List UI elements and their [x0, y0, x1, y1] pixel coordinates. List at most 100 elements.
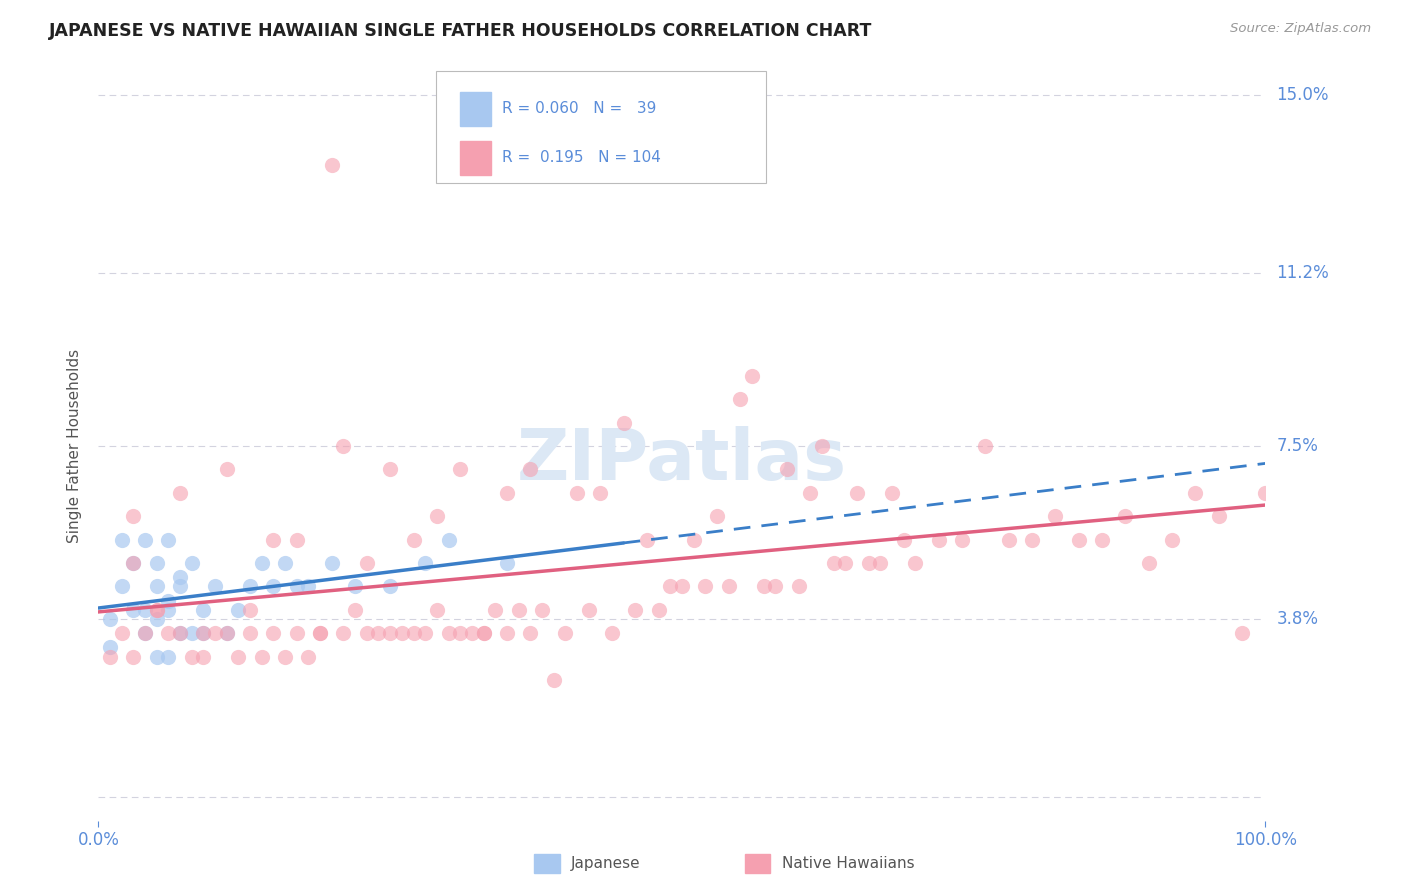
Point — [157, 533, 180, 547]
Point — [169, 626, 191, 640]
Point — [659, 580, 682, 594]
Point — [402, 533, 425, 547]
Point — [1045, 509, 1067, 524]
Point — [228, 603, 250, 617]
Point — [752, 580, 775, 594]
Point — [472, 626, 495, 640]
Point — [98, 612, 121, 626]
Point — [169, 485, 191, 500]
Point — [647, 603, 669, 617]
Point — [1208, 509, 1230, 524]
Point — [380, 462, 402, 476]
Point — [122, 509, 145, 524]
Point — [356, 556, 378, 570]
Text: R =  0.195   N = 104: R = 0.195 N = 104 — [502, 151, 661, 165]
Text: Native Hawaiians: Native Hawaiians — [782, 856, 914, 871]
Point — [869, 556, 891, 570]
Point — [228, 649, 250, 664]
Point — [344, 603, 367, 617]
Point — [157, 593, 180, 607]
Point — [122, 556, 145, 570]
Point — [787, 580, 810, 594]
Point — [530, 603, 553, 617]
Point — [496, 556, 519, 570]
Point — [893, 533, 915, 547]
Point — [204, 626, 226, 640]
Text: JAPANESE VS NATIVE HAWAIIAN SINGLE FATHER HOUSEHOLDS CORRELATION CHART: JAPANESE VS NATIVE HAWAIIAN SINGLE FATHE… — [49, 22, 873, 40]
Point — [928, 533, 950, 547]
Point — [262, 533, 284, 547]
Point — [449, 626, 471, 640]
Point — [193, 626, 215, 640]
Point — [146, 603, 169, 617]
Point — [134, 626, 156, 640]
Text: 15.0%: 15.0% — [1277, 86, 1329, 103]
Point — [413, 556, 436, 570]
Text: 3.8%: 3.8% — [1277, 610, 1319, 628]
Point — [146, 580, 169, 594]
Point — [543, 673, 565, 688]
Point — [426, 603, 449, 617]
Point — [285, 580, 308, 594]
Text: ZIPatlas: ZIPatlas — [517, 426, 846, 495]
Point — [321, 158, 343, 172]
Point — [950, 533, 973, 547]
Point — [169, 570, 191, 584]
Point — [111, 533, 134, 547]
Point — [904, 556, 927, 570]
Point — [367, 626, 389, 640]
Point — [974, 439, 997, 453]
Point — [239, 603, 262, 617]
Point — [1091, 533, 1114, 547]
Point — [834, 556, 856, 570]
Point — [111, 580, 134, 594]
Point — [344, 580, 367, 594]
Point — [321, 556, 343, 570]
Point — [297, 580, 319, 594]
Point — [1184, 485, 1206, 500]
Point — [204, 580, 226, 594]
Point — [122, 603, 145, 617]
Point — [193, 649, 215, 664]
Point — [763, 580, 786, 594]
Point — [134, 603, 156, 617]
Point — [1021, 533, 1043, 547]
Point — [193, 626, 215, 640]
Point — [1114, 509, 1136, 524]
Point — [846, 485, 869, 500]
Point — [461, 626, 484, 640]
Point — [134, 533, 156, 547]
Point — [997, 533, 1019, 547]
Point — [169, 626, 191, 640]
Point — [612, 416, 634, 430]
Point — [636, 533, 658, 547]
Point — [285, 533, 308, 547]
Y-axis label: Single Father Households: Single Father Households — [67, 349, 83, 543]
Point — [413, 626, 436, 640]
Point — [180, 556, 202, 570]
Point — [157, 626, 180, 640]
Point — [496, 626, 519, 640]
Point — [823, 556, 845, 570]
Point — [134, 626, 156, 640]
Point — [111, 626, 134, 640]
Point — [624, 603, 647, 617]
Point — [519, 462, 541, 476]
Point — [1161, 533, 1184, 547]
Point — [449, 462, 471, 476]
Point — [146, 603, 169, 617]
Point — [285, 626, 308, 640]
Point — [180, 626, 202, 640]
Point — [239, 626, 262, 640]
Point — [215, 626, 238, 640]
Point — [297, 649, 319, 664]
Point — [578, 603, 600, 617]
Point — [741, 368, 763, 383]
Point — [554, 626, 576, 640]
Point — [519, 626, 541, 640]
Point — [262, 580, 284, 594]
Point — [332, 626, 354, 640]
Point — [1230, 626, 1253, 640]
Point — [250, 649, 273, 664]
Point — [706, 509, 728, 524]
